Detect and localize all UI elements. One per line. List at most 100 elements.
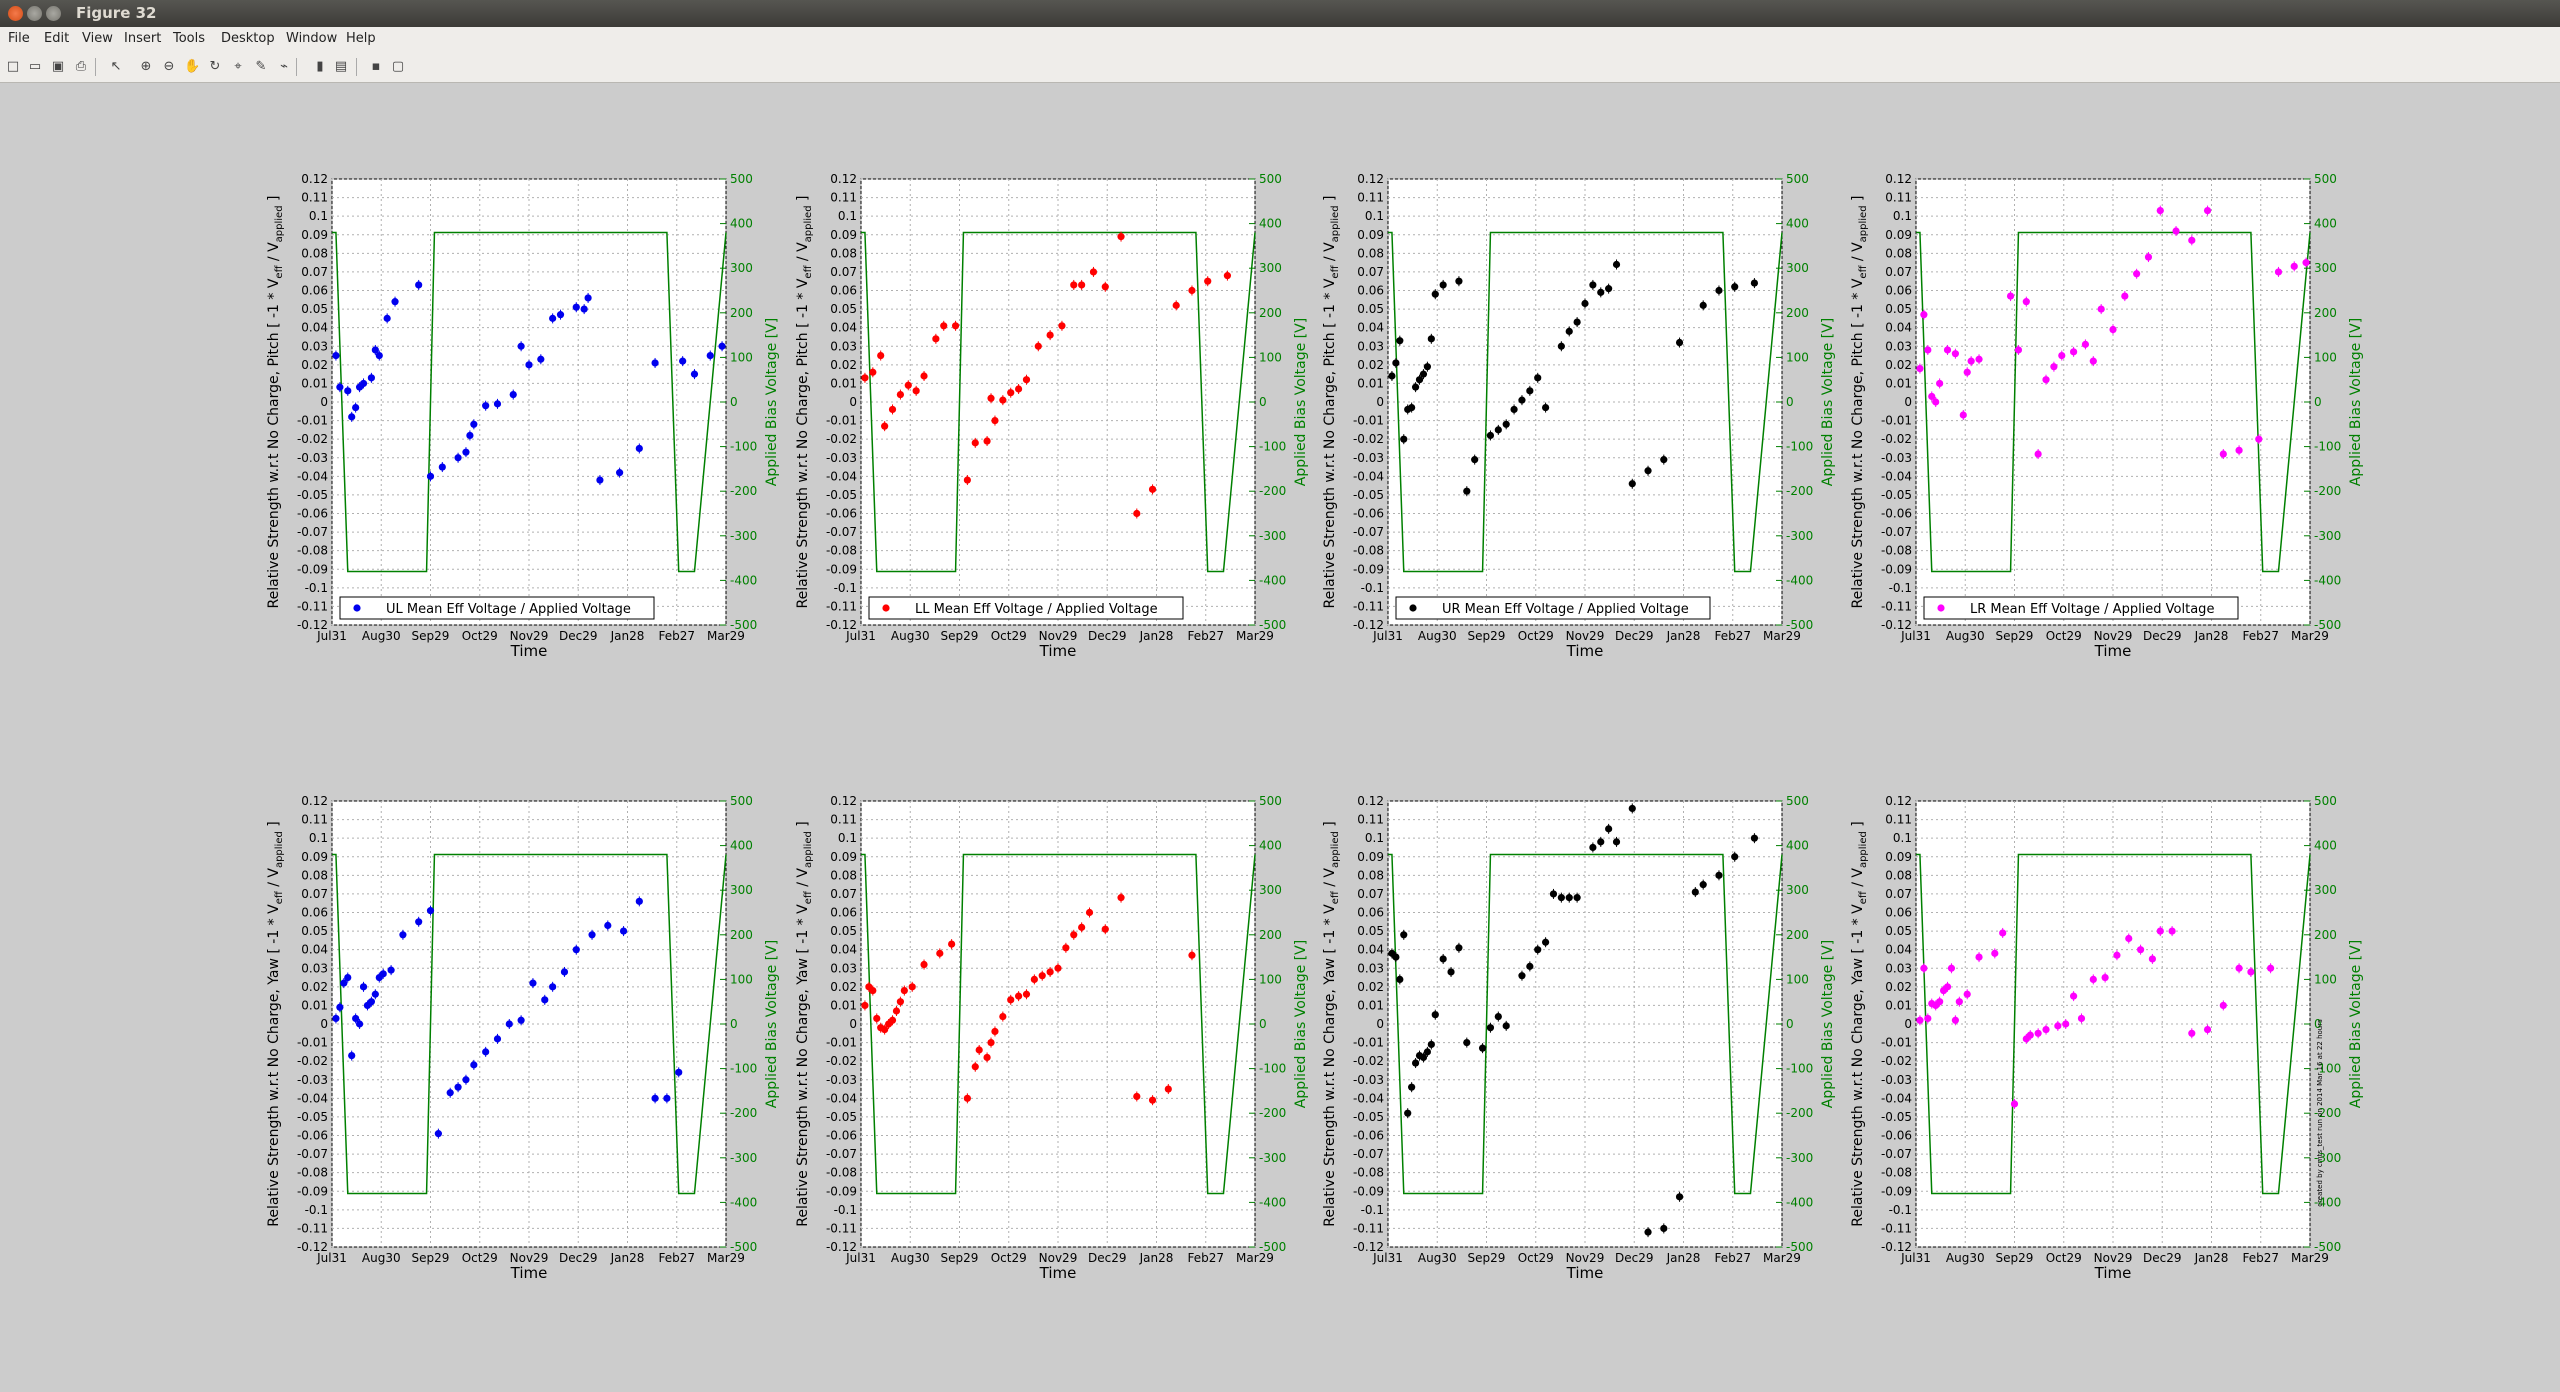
x-axis-label: Time — [510, 642, 548, 660]
y-tick-label: 0.05 — [830, 924, 857, 938]
data-point — [2203, 1025, 2212, 1034]
data-point — [1007, 996, 1015, 1004]
data-point — [1148, 485, 1157, 493]
y-tick-label: 0.06 — [830, 284, 857, 298]
data-point — [1046, 331, 1054, 339]
y-tick-label: -0.08 — [297, 1166, 328, 1180]
show-plot-tools-icon[interactable]: ▢ — [391, 59, 405, 74]
hide-plot-tools-icon[interactable]: ▪ — [371, 59, 381, 74]
y-tick-label: -0.02 — [1353, 1054, 1384, 1068]
y2-tick-label: 100 — [730, 350, 753, 364]
y-tick-label: -0.04 — [297, 469, 328, 483]
close-window-button[interactable] — [8, 6, 23, 21]
y-tick-label: -0.04 — [1881, 469, 1912, 483]
data-point — [1486, 1024, 1495, 1032]
y2-tick-label: 0 — [1786, 1017, 1794, 1031]
edit-plot-arrow-icon[interactable]: ↖ — [110, 59, 122, 74]
data-point — [549, 983, 557, 991]
data-point — [2172, 227, 2180, 235]
link-plot-icon[interactable]: ⌁ — [280, 59, 288, 74]
menu-window[interactable]: Window — [286, 31, 338, 46]
menu-file[interactable]: File — [8, 31, 30, 46]
menu-desktop[interactable]: Desktop — [221, 31, 275, 46]
x-tick-label: Jan28 — [1139, 1251, 1174, 1265]
data-point — [1991, 949, 1999, 957]
brush-icon[interactable]: ✎ — [255, 59, 267, 74]
data-point — [1030, 975, 1038, 984]
x-tick-label: Nov29 — [2094, 629, 2133, 643]
y-tick-label: 0.07 — [1357, 887, 1384, 901]
y2-tick-label: -300 — [1786, 529, 1813, 543]
y2-axis-label: Applied Bias Voltage [V] — [764, 940, 780, 1108]
y-tick-label: 0.01 — [1357, 998, 1384, 1012]
rotate-3d-icon[interactable]: ↻ — [209, 59, 221, 74]
y-tick-label: 0.06 — [1357, 284, 1384, 298]
data-point — [1542, 403, 1550, 412]
legend-box — [1395, 596, 1711, 620]
y-tick-label: -0.07 — [826, 1147, 857, 1161]
x-tick-label: Jul31 — [1372, 1251, 1403, 1265]
data-point — [1565, 327, 1573, 335]
pan-hand-icon[interactable]: ✋ — [184, 59, 201, 74]
insert-legend-icon[interactable]: ▤ — [334, 59, 348, 74]
data-cursor-icon[interactable]: ⌖ — [234, 59, 242, 74]
y-tick-label: 0.09 — [1885, 228, 1912, 242]
data-point — [359, 379, 368, 388]
open-file-icon[interactable]: ▭ — [28, 59, 42, 74]
print-icon[interactable]: ⎙ — [75, 59, 87, 74]
data-point — [2006, 292, 2015, 300]
menu-insert[interactable]: Insert — [124, 31, 162, 46]
data-point — [509, 390, 517, 399]
maximize-window-button[interactable] — [46, 6, 61, 21]
data-point — [1463, 487, 1471, 495]
y-axis-label: Relative Strength w.r.t No Charge, Yaw [… — [1850, 821, 1869, 1227]
menu-edit[interactable]: Edit — [44, 31, 70, 46]
bias-voltage-line — [1388, 853, 1783, 1195]
data-point — [1423, 363, 1431, 371]
x-tick-label: Mar29 — [707, 1251, 745, 1265]
chart-panel-8: -0.12 -0.11 -0.1 -0.09 -0.08 -0.07 -0.06 -0.05 -… — [1850, 794, 2364, 1282]
data-point — [975, 1046, 983, 1054]
data-point — [2148, 955, 2156, 963]
y-tick-label: 0.12 — [301, 172, 328, 186]
data-point — [1396, 975, 1404, 984]
y2-tick-label: 300 — [1259, 261, 1282, 275]
data-point — [1660, 456, 1668, 464]
x-tick-label: Feb27 — [1714, 629, 1751, 643]
save-icon[interactable]: ▣ — [51, 59, 65, 74]
zoom-in-icon[interactable]: ⊕ — [140, 59, 152, 74]
data-point — [1392, 359, 1400, 367]
menu-view[interactable]: View — [82, 31, 113, 46]
data-point — [2089, 357, 2097, 365]
x-tick-label: Aug30 — [891, 1251, 930, 1265]
y2-tick-label: 500 — [730, 794, 753, 808]
minimize-window-button[interactable] — [27, 6, 42, 21]
y-tick-label: -0.12 — [297, 618, 328, 632]
zoom-out-icon[interactable]: ⊖ — [163, 59, 175, 74]
data-point — [1510, 405, 1518, 414]
data-point — [873, 1014, 881, 1023]
data-point — [2188, 1029, 2196, 1037]
y2-tick-label: -100 — [1786, 440, 1813, 454]
data-point — [2101, 973, 2109, 982]
chart-panel-5: -0.12 -0.11 -0.1 -0.09 -0.08 -0.07 -0.06 -0.05 -… — [266, 794, 780, 1282]
data-point — [1078, 281, 1086, 289]
x-tick-label: Dec29 — [559, 1251, 598, 1265]
y2-tick-label: 200 — [2314, 306, 2337, 320]
menu-tools[interactable]: Tools — [173, 31, 206, 46]
menu-help[interactable]: Help — [346, 31, 376, 46]
x-tick-label: Jan28 — [2194, 629, 2229, 643]
data-point — [1963, 368, 1971, 376]
y-tick-label: -0.01 — [1881, 414, 1912, 428]
data-point — [2022, 298, 2030, 306]
insert-colorbar-icon[interactable]: ▮ — [316, 59, 324, 74]
x-tick-label: Sep29 — [412, 629, 450, 643]
data-point — [2247, 968, 2255, 976]
new-figure-icon[interactable]: □ — [6, 59, 20, 74]
y2-axis-label: Applied Bias Voltage [V] — [1293, 318, 1309, 486]
data-point — [991, 416, 999, 425]
data-point — [1565, 894, 1573, 902]
data-point — [1605, 285, 1613, 293]
y-tick-label: 0.1 — [1893, 209, 1912, 223]
y-tick-label: 0.12 — [1885, 794, 1912, 808]
